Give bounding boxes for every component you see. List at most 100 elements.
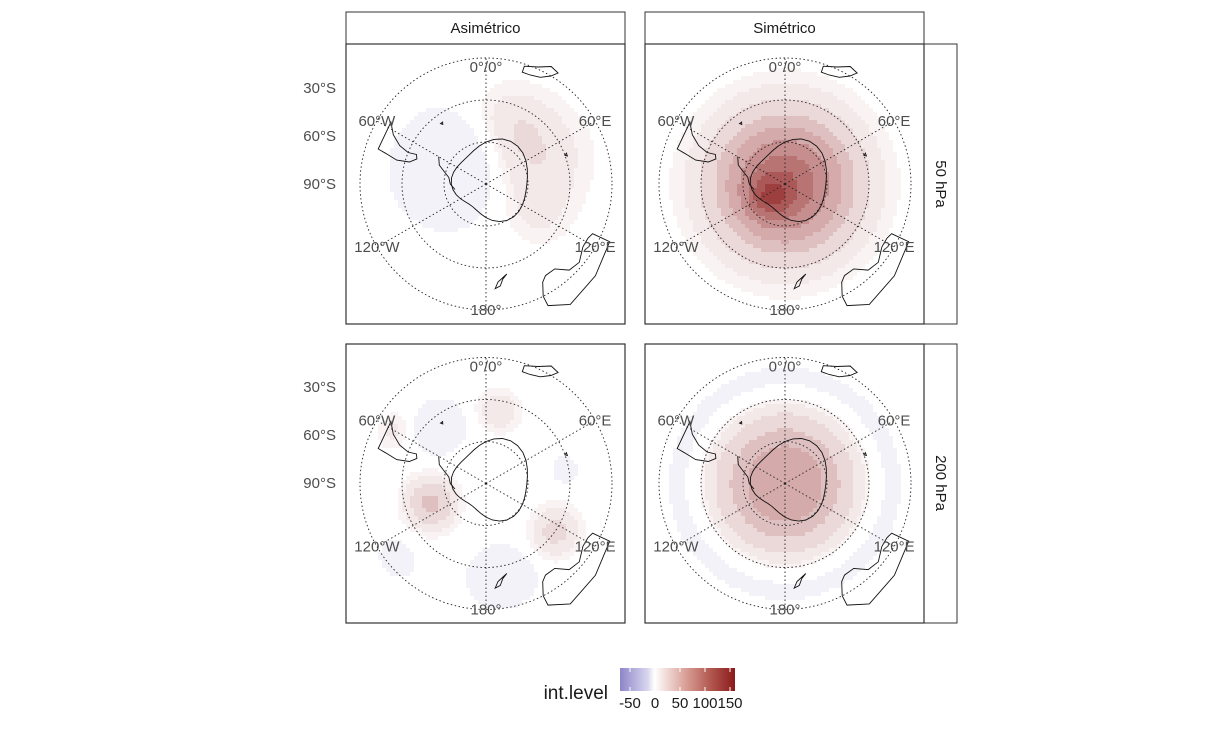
legend-tick-label: 150 xyxy=(717,695,742,712)
lon-label-120w: 120°W xyxy=(653,239,699,256)
field-layer xyxy=(390,80,594,244)
meridian-line xyxy=(376,420,487,484)
island-outline xyxy=(863,152,868,157)
lon-label-60e: 60°E xyxy=(878,413,911,430)
lon-label-0: 0°/0° xyxy=(769,59,802,76)
panel-border xyxy=(345,43,626,325)
island-outline xyxy=(439,420,444,425)
meridian-line xyxy=(784,183,895,248)
meridian-line xyxy=(485,420,596,484)
latitude-circle xyxy=(658,57,912,311)
south-america-outline xyxy=(377,120,418,163)
australia-outline xyxy=(542,532,611,606)
south-america-outline xyxy=(676,120,717,163)
lat-label-60s: 60°S xyxy=(303,427,336,444)
meridian-line xyxy=(675,183,786,248)
lat-label-30s: 30°S xyxy=(303,379,336,396)
row-strip-top: 50 hPa xyxy=(923,43,958,325)
field-layer xyxy=(378,388,586,608)
lon-label-120w: 120°W xyxy=(354,239,400,256)
panel-simetrico-50hpa: 0°/0° 60°E 120°E 180° 120°W 60°W xyxy=(644,43,925,325)
island-outline xyxy=(564,152,569,157)
latitude-circle xyxy=(658,357,912,610)
field-layer xyxy=(669,368,901,600)
lon-label-60e: 60°E xyxy=(579,413,612,430)
graticule xyxy=(359,357,613,610)
africa-outline xyxy=(521,65,559,78)
peninsula-outline xyxy=(438,456,456,490)
lon-label-120e: 120°E xyxy=(575,539,616,556)
meridian-line xyxy=(376,483,487,547)
meridian-line xyxy=(675,120,786,185)
lat-axis-top: 30°S 60°S 90°S xyxy=(303,80,336,193)
panel-border xyxy=(644,43,925,325)
lon-label-60w: 60°W xyxy=(657,113,695,130)
latitude-circle xyxy=(443,141,529,227)
peninsula-outline xyxy=(737,456,755,490)
latitude-circle xyxy=(443,441,529,526)
lon-label-180: 180° xyxy=(769,602,800,619)
coastlines xyxy=(377,65,611,307)
africa-outline xyxy=(820,65,858,78)
island-outline xyxy=(564,451,569,457)
longitude-labels: 0°/0° 60°E 120°E 180° 120°W 60°W xyxy=(653,59,914,319)
graticule xyxy=(658,57,912,311)
meridian-line xyxy=(376,183,487,248)
lon-label-60w: 60°W xyxy=(358,413,396,430)
new-zealand-outline xyxy=(793,273,807,290)
island-outline xyxy=(439,121,444,126)
lon-label-120e: 120°E xyxy=(874,239,915,256)
column-strip-left-label: Asimétrico xyxy=(450,20,520,37)
south-america-outline xyxy=(377,420,418,462)
lat-axis-bottom: 30°S 60°S 90°S xyxy=(303,379,336,492)
latitude-circle xyxy=(742,141,828,227)
row-strip-top-label: 50 hPa xyxy=(932,160,949,208)
row-strip-bottom: 200 hPa xyxy=(923,343,958,624)
panel-border xyxy=(345,343,626,624)
lon-label-180: 180° xyxy=(769,302,800,319)
longitude-labels: 0°/0° 60°E 120°E 180° 120°W 60°W xyxy=(354,359,615,619)
latitude-circle xyxy=(359,357,613,610)
lon-label-0: 0°/0° xyxy=(769,359,802,376)
island-outline xyxy=(738,420,743,425)
column-strip-right: Simétrico xyxy=(644,11,925,45)
lat-label-90s: 90°S xyxy=(303,475,336,492)
longitude-labels: 0°/0° 60°E 120°E 180° 120°W 60°W xyxy=(354,59,615,319)
lon-label-60e: 60°E xyxy=(579,113,612,130)
lon-label-120w: 120°W xyxy=(653,539,699,556)
column-strip-right-label: Simétrico xyxy=(753,20,816,37)
lat-label-90s: 90°S xyxy=(303,176,336,193)
latitude-circle xyxy=(359,57,613,311)
latitude-circle xyxy=(401,399,571,568)
lat-label-30s: 30°S xyxy=(303,80,336,97)
latitude-circle xyxy=(700,399,870,568)
lon-label-60w: 60°W xyxy=(657,413,695,430)
legend-colorbar xyxy=(620,668,735,691)
lon-label-180: 180° xyxy=(470,302,501,319)
meridian-line xyxy=(784,120,895,185)
lon-label-60w: 60°W xyxy=(358,113,396,130)
peninsula-outline xyxy=(438,156,456,190)
lon-label-180: 180° xyxy=(470,602,501,619)
meridian-line xyxy=(485,483,596,547)
meridian-line xyxy=(784,483,895,547)
island-outline xyxy=(738,121,743,126)
meridian-line xyxy=(784,420,895,484)
meridian-line xyxy=(485,183,596,248)
lon-label-0: 0°/0° xyxy=(470,59,503,76)
legend-tick-label: 0 xyxy=(651,695,659,712)
australia-outline xyxy=(542,233,611,307)
meridian-line xyxy=(376,120,487,185)
africa-outline xyxy=(820,365,858,378)
longitude-labels: 0°/0° 60°E 120°E 180° 120°W 60°W xyxy=(653,359,914,619)
africa-outline xyxy=(521,365,559,378)
legend-title: int.level xyxy=(544,683,608,704)
latitude-circle xyxy=(742,441,828,526)
latitude-circle xyxy=(700,99,870,269)
meridian-line xyxy=(675,483,786,547)
new-zealand-outline xyxy=(793,573,807,590)
lon-label-120e: 120°E xyxy=(874,539,915,556)
peninsula-outline xyxy=(737,156,755,190)
lat-label-60s: 60°S xyxy=(303,128,336,145)
